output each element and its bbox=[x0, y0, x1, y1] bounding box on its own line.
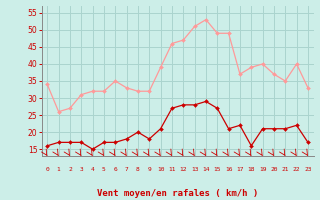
X-axis label: Vent moyen/en rafales ( km/h ): Vent moyen/en rafales ( km/h ) bbox=[97, 189, 258, 198]
